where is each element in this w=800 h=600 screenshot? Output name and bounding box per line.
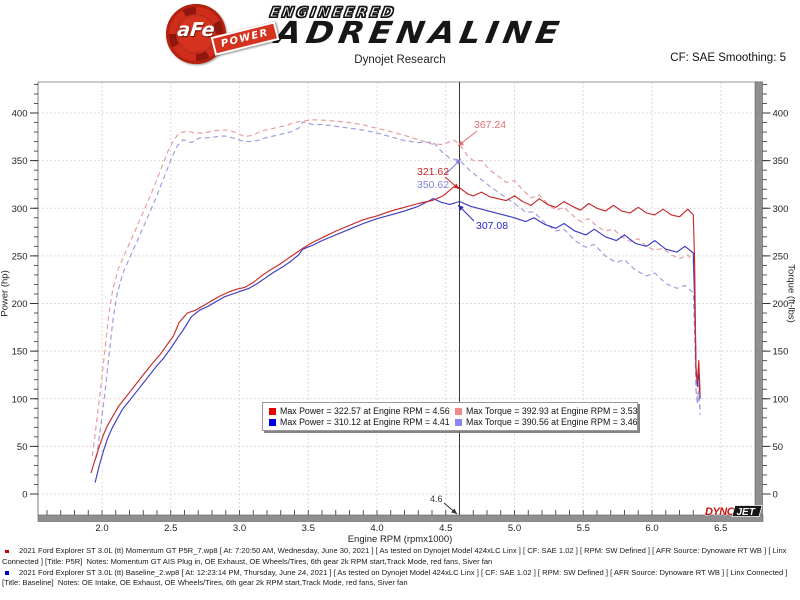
run-bullet	[5, 549, 9, 553]
dynojet-logo: DYNO JET	[705, 505, 763, 518]
power-tick-label: 50	[17, 442, 28, 453]
torque-axis-bar	[754, 81, 763, 516]
annotation-value: 307.08	[476, 220, 508, 232]
chart-legend[interactable]: Max Power = 322.57 at Engine RPM = 4.56 M…	[262, 402, 638, 431]
dynojet-logo-jet: JET	[737, 507, 756, 518]
legend-entry-label: Max Power = 322.57 at Engine RPM = 4.56	[280, 406, 450, 416]
legend-entry-label: Max Power = 310.12 at Engine RPM = 4.41	[280, 417, 450, 427]
rpm-tick-label: 2.5	[164, 523, 177, 534]
legend-entry: Max Torque = 390.56 at Engine RPM = 3.46	[455, 417, 638, 427]
torque-tick-label: 350	[773, 156, 789, 167]
legend-entry: Max Power = 310.12 at Engine RPM = 4.41	[269, 417, 453, 427]
power-tick-label: 350	[12, 156, 28, 167]
series-power-baseline	[94, 198, 701, 483]
power-tick-label: 250	[12, 251, 28, 262]
annotation-arrowhead	[455, 159, 461, 165]
run-info-line: [Title: Baseline] Notes: OE Intake, OE E…	[2, 578, 408, 588]
dynojet-logo-dyno: DYNO	[705, 506, 736, 518]
torque-tick-label: 300	[773, 204, 789, 215]
series-torque-p5r	[91, 119, 701, 456]
rpm-axis-label: Engine RPM (rpmx1000)	[347, 534, 453, 545]
torque-tick-label: 400	[773, 109, 789, 120]
power-axis-label: Power (hp)	[0, 270, 11, 317]
power-tick-label: 150	[12, 347, 28, 358]
torque-tick-label: 200	[773, 299, 789, 310]
annotation-arrowhead	[458, 140, 464, 146]
legend-entry: Max Power = 322.57 at Engine RPM = 4.56	[269, 406, 453, 416]
rpm-tick-label: 3.5	[302, 523, 315, 534]
annotation-arrowhead	[451, 508, 457, 514]
rpm-tick-label: 6.0	[645, 523, 658, 534]
run-info-line: 2021 Ford Explorer ST 3.0L (tt) Baseline…	[0, 568, 798, 579]
power-tick-label: 400	[12, 109, 28, 120]
afe-power-logo: aFe POWER	[166, 4, 286, 68]
run-bullet	[5, 571, 9, 575]
power-tick-label: 300	[12, 204, 28, 215]
run-info-footer: 2021 Ford Explorer ST 3.0L (tt) Momentum…	[0, 546, 798, 589]
power-tick-label: 100	[12, 394, 28, 405]
legend-swatch	[269, 418, 276, 426]
rpm-tick-label: 4.5	[439, 523, 452, 534]
gridlines	[38, 82, 755, 515]
power-tick-label: 200	[12, 299, 28, 310]
chart-subtitle: Dynojet Research	[354, 54, 446, 66]
rpm-tick-label: 5.0	[508, 523, 521, 534]
series-power-p5r	[90, 186, 701, 474]
rpm-axis-bar	[37, 514, 764, 522]
rpm-tick-label: 3.0	[233, 523, 246, 534]
adrenaline-wordmark: ADRENALINE	[272, 14, 567, 51]
series-torque-baseline	[95, 121, 701, 458]
legend-entry-label: Max Torque = 390.56 at Engine RPM = 3.46	[466, 417, 638, 427]
torque-tick-label: 150	[773, 347, 789, 358]
annotation-value: 350.62	[417, 179, 449, 191]
dynojet-logo-box	[731, 505, 763, 517]
legend-swatch	[455, 418, 462, 426]
afe-logo-circle-icon	[166, 4, 226, 64]
annotation-value: 4.6	[430, 494, 443, 504]
legend-swatch	[269, 407, 276, 415]
torque-tick-label: 250	[773, 251, 789, 262]
run-info-line: 2021 Ford Explorer ST 3.0L (tt) Momentum…	[0, 546, 798, 557]
rpm-tick-label: 2.0	[95, 523, 108, 534]
torque-tick-label: 0	[773, 490, 778, 501]
torque-axis-label: Torque (ft-lbs)	[785, 264, 797, 323]
annotation-arrowhead	[453, 183, 459, 189]
rpm-tick-label: 4.0	[370, 523, 383, 534]
axis-ticks: 2.0 2.5 3.0 3.5 4.0 4.5 5.0 5.5 6.0 6.5 0 0 50 50 100 1…	[12, 83, 789, 534]
legend-entry: Max Torque = 392.93 at Engine RPM = 3.53	[455, 406, 638, 416]
legend-swatch	[455, 407, 462, 415]
legend-entry-label: Max Torque = 392.93 at Engine RPM = 3.53	[466, 406, 638, 416]
power-tick-label: 0	[22, 490, 27, 501]
torque-tick-label: 100	[773, 394, 789, 405]
annotation-value: 367.24	[474, 119, 506, 131]
torque-tick-label: 50	[773, 442, 784, 453]
annotation-arrowhead	[458, 205, 464, 211]
run-info-line: Connected ] [Title: P5R] Notes: Momentum…	[2, 556, 493, 566]
cf-smoothing-label: CF: SAE Smoothing: 5	[670, 52, 786, 64]
annotation-value: 321.62	[417, 166, 449, 178]
rpm-tick-label: 5.5	[577, 523, 590, 534]
rpm-tick-label: 6.5	[714, 523, 727, 534]
